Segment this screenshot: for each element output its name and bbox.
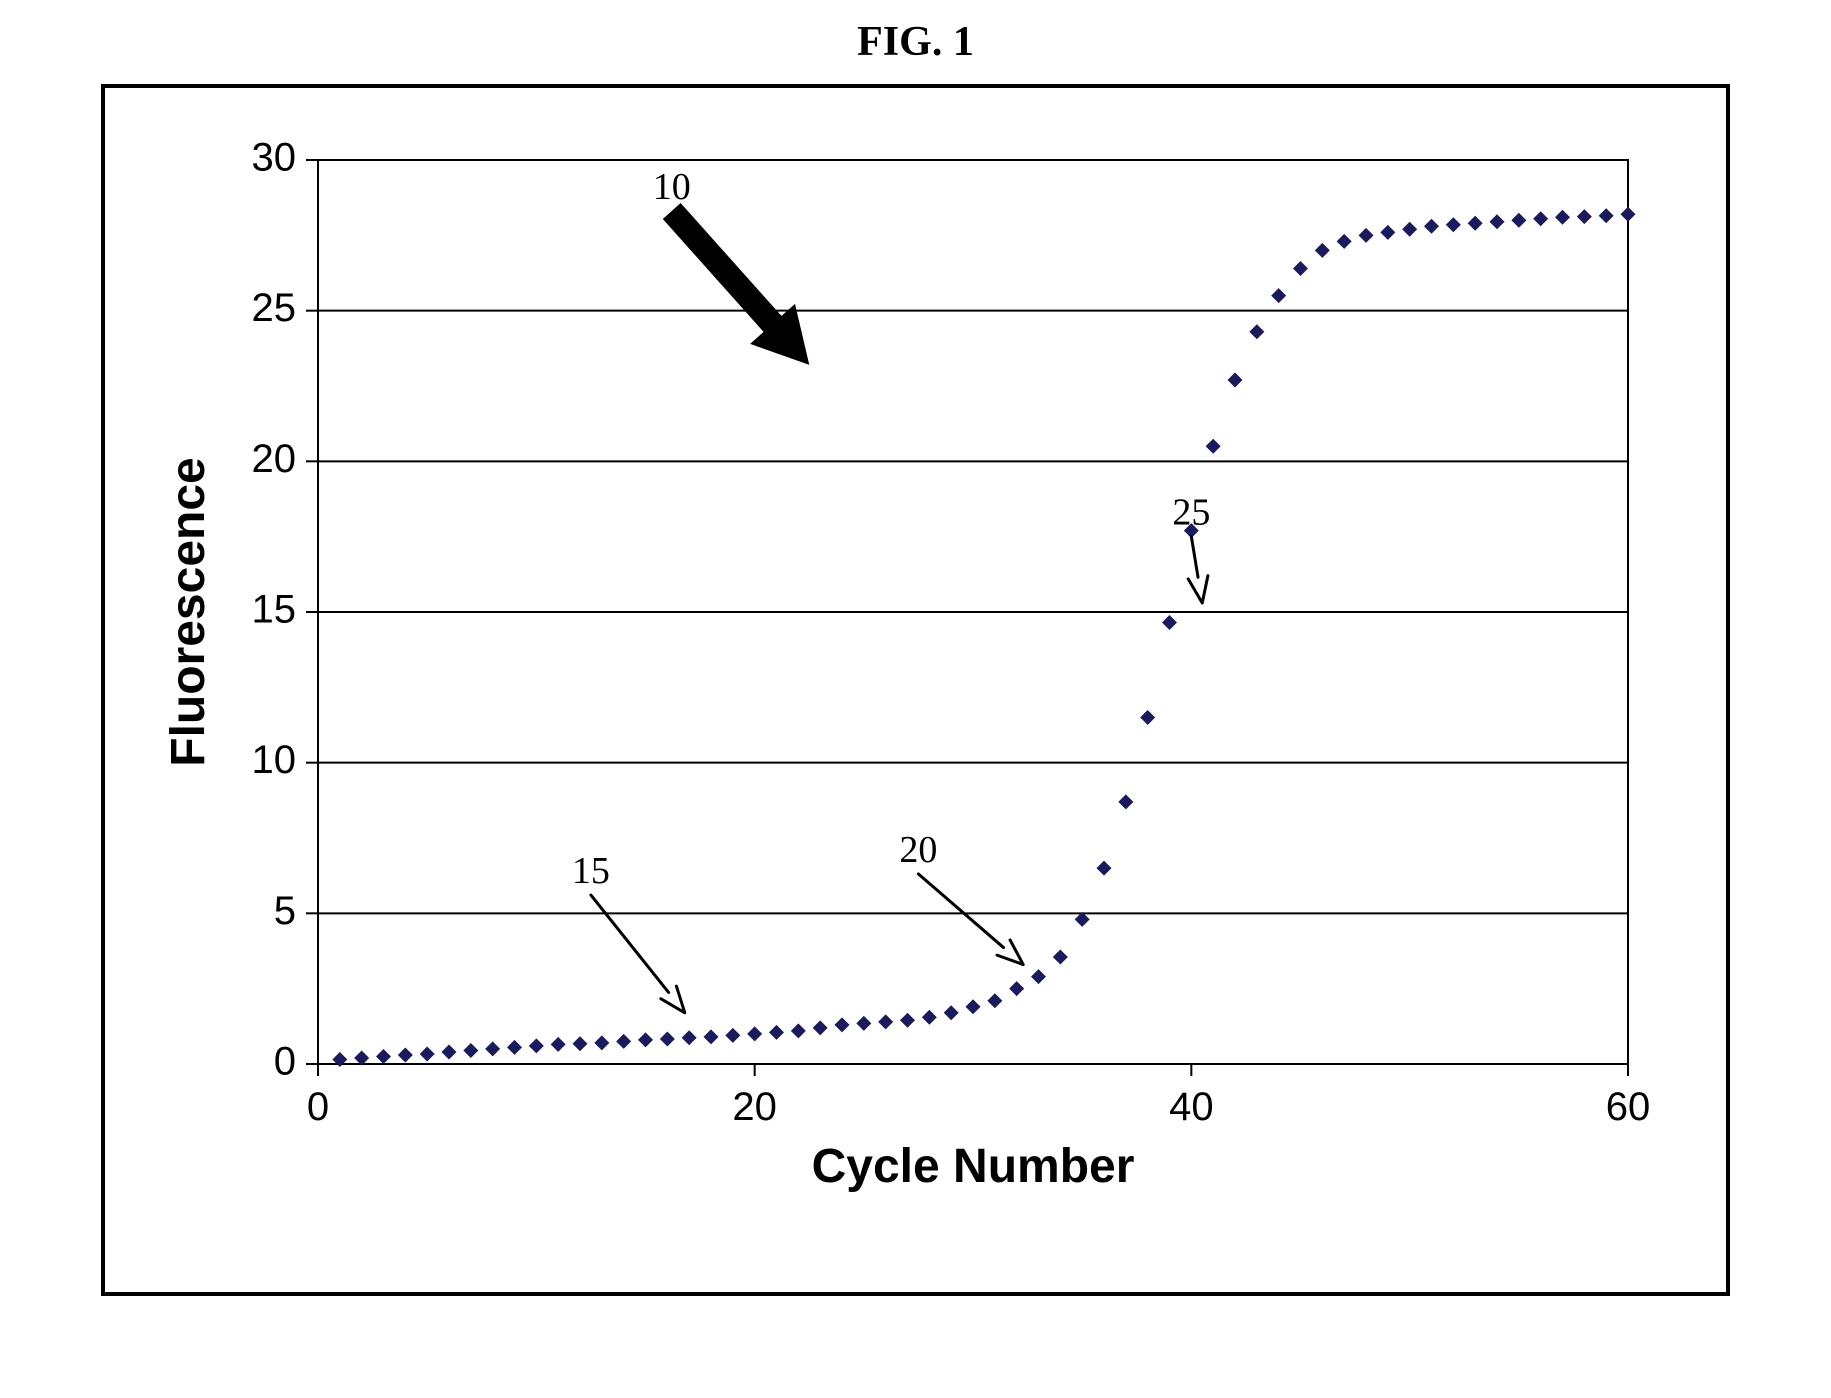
x-tick-label: 0 bbox=[307, 1085, 329, 1129]
x-tick-label: 60 bbox=[1606, 1085, 1651, 1129]
y-tick-label: 10 bbox=[252, 738, 297, 782]
label-10: 10 bbox=[653, 166, 691, 208]
chart-svg: 0 5 10 15 20 25 30 0 20 40 60 Cycle Number Fluoresce… bbox=[0, 0, 1831, 1398]
y-tick-label: 25 bbox=[252, 286, 297, 330]
label-20: 20 bbox=[899, 829, 937, 871]
y-tick-label: 15 bbox=[252, 588, 297, 632]
x-tick-label: 40 bbox=[1169, 1085, 1214, 1129]
y-tick-label: 30 bbox=[252, 136, 297, 180]
label-25: 25 bbox=[1172, 491, 1210, 533]
y-tick-label: 20 bbox=[252, 437, 297, 481]
y-tick-label: 5 bbox=[274, 889, 296, 933]
y-axis-label: Fluorescence bbox=[162, 457, 215, 766]
y-tick-label: 0 bbox=[274, 1040, 296, 1084]
x-axis-label: Cycle Number bbox=[812, 1140, 1135, 1193]
x-tick-label: 20 bbox=[732, 1085, 777, 1129]
label-15: 15 bbox=[572, 850, 610, 892]
